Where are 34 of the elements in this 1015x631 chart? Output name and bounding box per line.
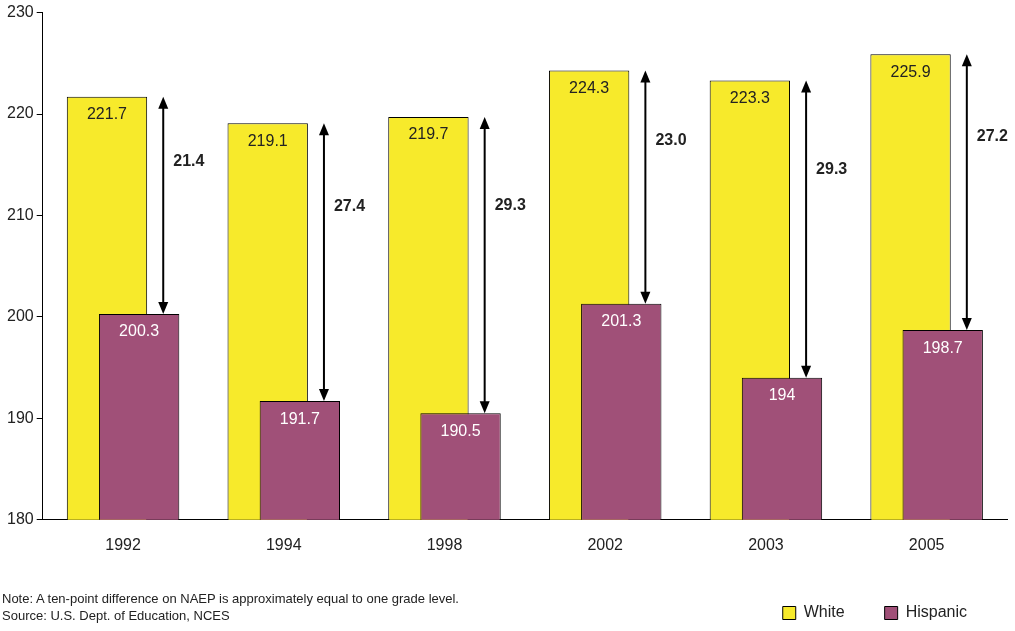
data-label: 194 [768,386,796,404]
data-label: 219.7 [408,125,449,143]
data-label: 200.3 [119,322,160,340]
data-label: 221.7 [86,105,128,123]
data-label: 225.9 [890,62,931,80]
y-tick-label: 180 [6,510,34,528]
data-label: 190.5 [440,421,481,439]
y-tick-label: 190 [6,408,34,426]
legend-label: White [803,603,845,621]
x-tick-label: 1998 [426,535,463,553]
x-tick-label: 2003 [748,535,784,553]
annotation: 29.3 [816,160,848,178]
annotation: 21.4 [173,152,205,170]
x-tick-label: 2005 [908,535,945,553]
data-label: 198.7 [922,338,963,356]
annotation: 27.4 [333,196,366,214]
y-tick-label: 230 [6,3,34,21]
data-label: 223.3 [729,88,770,106]
annotation: 23.0 [655,130,687,148]
y-tick-label: 210 [6,205,34,223]
data-label: 201.3 [601,312,642,330]
data-label: 219.1 [247,131,288,149]
legend-label: Hispanic [905,603,967,621]
y-tick-label: 220 [6,104,34,122]
x-tick-label: 2002 [587,535,624,553]
y-tick-label: 200 [6,307,34,325]
data-label: 224.3 [569,78,610,96]
annotation: 27.2 [976,127,1009,145]
annotation: 29.3 [494,196,526,214]
text: Note: A ten-point difference on NAEP is approximately equal to one grade level. [2,590,459,607]
source-note: Source: U.S. Dept. of Education, NCES [2,607,231,624]
x-tick-label: 1992 [105,535,141,553]
data-label: 191.7 [279,409,320,427]
x-tick-label: 1994 [265,535,302,553]
